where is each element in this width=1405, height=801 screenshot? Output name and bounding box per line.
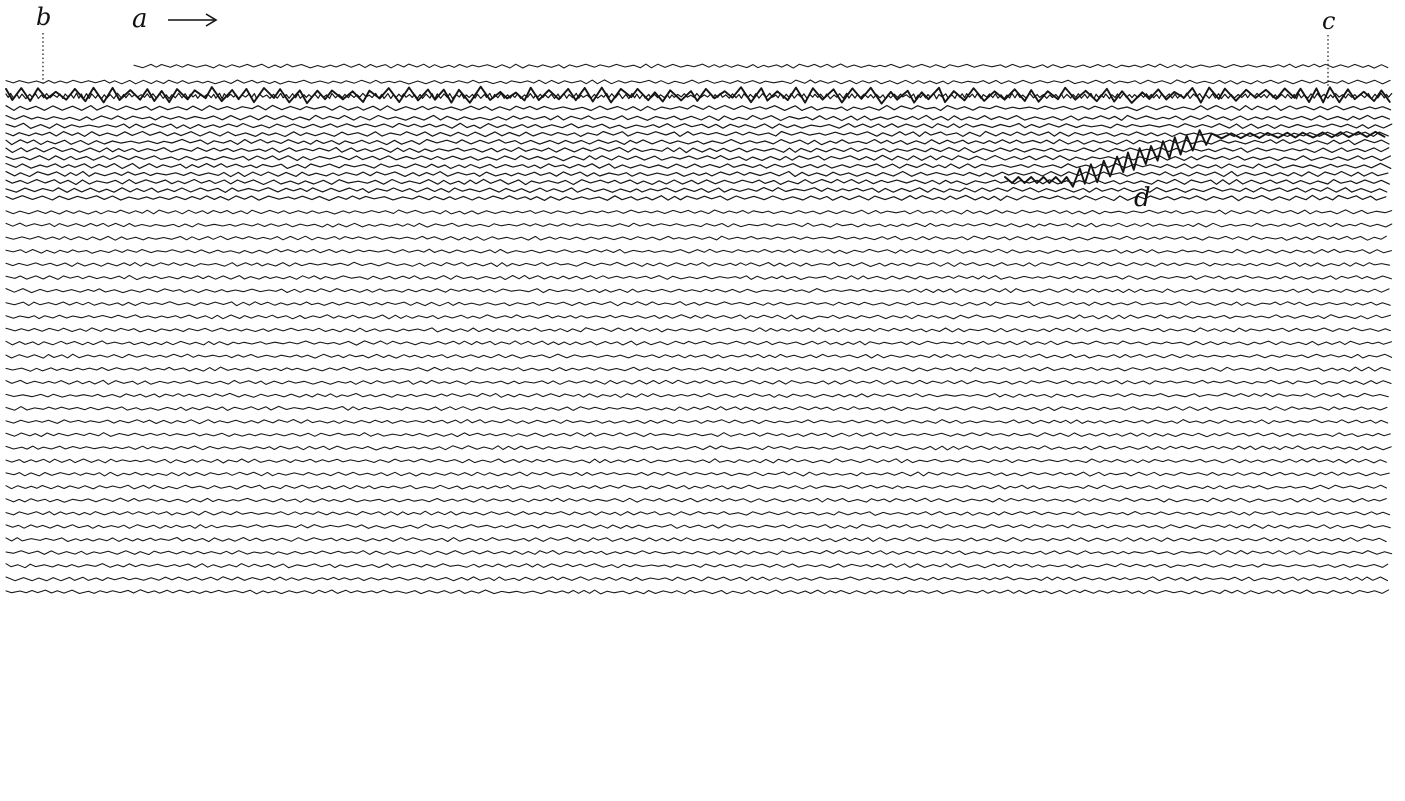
trace-line-42	[5, 563, 1389, 569]
label-c: c	[1322, 7, 1335, 35]
trace-line-22	[5, 301, 1391, 307]
trace-line-15	[5, 209, 1393, 215]
trace-line-earthquake	[1004, 129, 1386, 188]
trace-line-4	[5, 114, 1390, 122]
trace-line-29	[5, 392, 1389, 398]
trace-line-19	[5, 261, 1391, 268]
trace-line-25	[5, 340, 1393, 346]
trace-line-37	[5, 497, 1387, 503]
label-b: b	[36, 3, 51, 31]
trace-line-35	[5, 471, 1390, 477]
trace-line-11	[5, 170, 1389, 178]
trace-line-12	[5, 178, 1390, 186]
direction-arrow-icon	[205, 13, 218, 27]
trace-line-40	[5, 536, 1387, 543]
marker-c: c	[1322, 7, 1335, 88]
trace-lines	[5, 63, 1393, 595]
marker-d: d	[1134, 183, 1151, 213]
trace-line-30	[5, 405, 1388, 412]
marker-b: b	[36, 3, 51, 86]
trace-line-39	[5, 523, 1391, 529]
trace-line-27	[5, 366, 1391, 372]
trace-line-0	[133, 63, 1389, 69]
trace-line-14	[5, 194, 1387, 202]
trace-line-16	[5, 222, 1393, 228]
trace-line-21	[5, 288, 1390, 294]
trace-line-6	[5, 130, 1389, 138]
trace-line-3	[5, 104, 1392, 112]
trace-line-5	[5, 122, 1393, 130]
trace-line-38	[5, 510, 1391, 516]
trace-line-active-ripple	[5, 92, 1393, 100]
trace-line-18	[5, 248, 1393, 254]
trace-line-9	[5, 154, 1391, 162]
trace-line-24	[5, 327, 1391, 333]
trace-line-32	[5, 432, 1391, 438]
trace-line-26	[5, 353, 1393, 359]
trace-line-23	[5, 314, 1392, 320]
label-a: a	[132, 4, 148, 34]
trace-line-44	[5, 589, 1390, 595]
trace-line-41	[5, 549, 1393, 556]
trace-line-34	[5, 458, 1387, 464]
trace-line-31	[5, 418, 1389, 425]
label-d: d	[1134, 183, 1151, 213]
trace-line-17	[5, 235, 1387, 241]
trace-line-1	[5, 79, 1391, 85]
trace-line-28	[5, 379, 1392, 385]
trace-line-7	[5, 138, 1390, 146]
trace-line-36	[5, 484, 1388, 490]
trace-line-43	[5, 576, 1389, 582]
trace-line-33	[5, 445, 1392, 451]
trace-line-13	[5, 186, 1388, 194]
trace-line-20	[5, 274, 1392, 281]
direction-indicator: a	[132, 4, 218, 34]
trace-line-10	[5, 162, 1392, 170]
